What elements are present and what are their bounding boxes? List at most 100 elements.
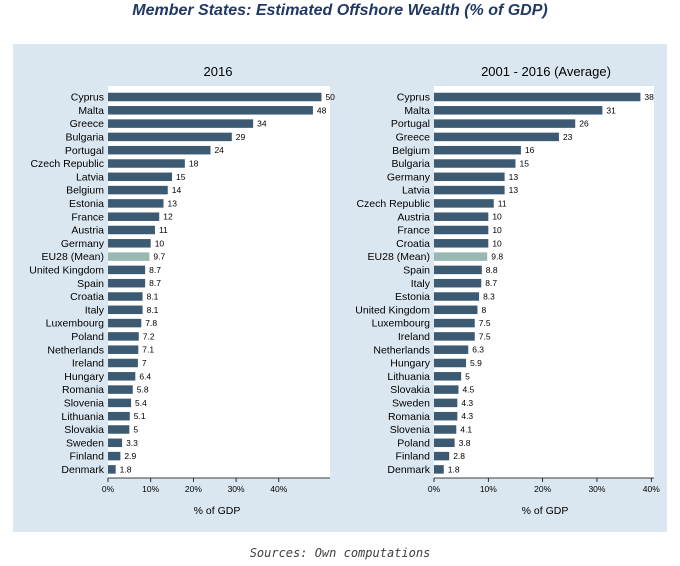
bar-sweden bbox=[108, 438, 123, 448]
category-label-netherlands: Netherlands bbox=[47, 344, 104, 356]
chart-2016: 2016 Cyprus 50 Malta 48 Greece 34 Bulgaria 29 Por… bbox=[29, 64, 335, 517]
value-label-sweden: 4.3 bbox=[461, 398, 473, 408]
value-label-slovakia: 4.5 bbox=[462, 385, 474, 395]
category-label-hungary: Hungary bbox=[64, 371, 104, 383]
sources-note: Sources: Own computations bbox=[249, 546, 431, 560]
category-label-spain: Spain bbox=[77, 278, 104, 290]
category-label-hungary: Hungary bbox=[390, 358, 430, 370]
value-label-france: 10 bbox=[492, 225, 502, 235]
value-label-finland: 2.8 bbox=[453, 451, 465, 461]
category-label-france: France bbox=[71, 211, 104, 223]
bar-croatia bbox=[434, 239, 489, 248]
bar-italy bbox=[108, 305, 143, 315]
category-label-estonia: Estonia bbox=[69, 198, 104, 210]
value-label-czech-republic: 18 bbox=[189, 159, 199, 169]
value-label-cyprus: 38 bbox=[644, 92, 654, 102]
category-label-italy: Italy bbox=[85, 304, 105, 316]
value-label-hungary: 6.4 bbox=[139, 371, 151, 381]
value-label-italy: 8.7 bbox=[485, 278, 497, 288]
value-label-austria: 10 bbox=[492, 212, 502, 222]
bar-malta bbox=[108, 106, 313, 115]
page-title: Member States: Estimated Offshore Wealth… bbox=[132, 2, 548, 19]
value-label-cyprus: 50 bbox=[325, 92, 335, 102]
value-label-slovenia: 4.1 bbox=[460, 425, 472, 435]
category-label-portugal: Portugal bbox=[65, 145, 104, 157]
bar-romania bbox=[434, 411, 458, 421]
bar-hungary bbox=[108, 372, 136, 381]
category-label-netherlands: Netherlands bbox=[373, 344, 430, 356]
bar-finland bbox=[434, 451, 450, 461]
bar-austria bbox=[434, 212, 489, 221]
x-axis-label: % of GDP bbox=[522, 505, 569, 517]
category-label-cyprus: Cyprus bbox=[397, 92, 430, 104]
value-label-poland: 7.2 bbox=[143, 331, 155, 341]
value-label-romania: 5.8 bbox=[137, 385, 149, 395]
bar-ireland bbox=[434, 332, 475, 341]
category-label-romania: Romania bbox=[388, 411, 430, 423]
category-label-sweden: Sweden bbox=[66, 437, 104, 449]
value-label-eu28-mean: 9.8 bbox=[491, 252, 503, 262]
bar-lithuania bbox=[434, 372, 462, 381]
category-label-belgium: Belgium bbox=[392, 145, 430, 157]
value-label-greece: 23 bbox=[563, 132, 573, 142]
bar-estonia bbox=[434, 292, 480, 301]
category-label-czech-republic: Czech Republic bbox=[30, 158, 104, 170]
bar-germany bbox=[434, 172, 505, 182]
value-label-portugal: 24 bbox=[214, 145, 224, 155]
category-label-latvia: Latvia bbox=[76, 171, 104, 183]
category-label-greece: Greece bbox=[70, 118, 105, 130]
value-label-france: 12 bbox=[163, 212, 173, 222]
category-label-malta: Malta bbox=[78, 105, 104, 117]
bar-belgium bbox=[108, 185, 168, 195]
category-label-lithuania: Lithuania bbox=[387, 371, 430, 383]
category-label-finland: Finland bbox=[396, 451, 431, 463]
x-tick-label: 0% bbox=[428, 484, 441, 494]
category-label-eu28-mean: EU28 (Mean) bbox=[368, 251, 430, 263]
value-label-bulgaria: 29 bbox=[236, 132, 246, 142]
value-label-denmark: 1.8 bbox=[120, 464, 132, 474]
value-label-spain: 8.8 bbox=[486, 265, 498, 275]
value-label-portugal: 26 bbox=[579, 119, 589, 129]
bar-denmark bbox=[434, 465, 444, 474]
category-label-eu28-mean: EU28 (Mean) bbox=[42, 251, 104, 263]
bar-greece bbox=[108, 119, 254, 128]
category-label-luxembourg: Luxembourg bbox=[372, 318, 431, 330]
category-label-greece: Greece bbox=[396, 132, 431, 144]
value-label-united-kingdom: 8 bbox=[481, 305, 486, 315]
bar-ireland bbox=[108, 358, 138, 368]
bar-luxembourg bbox=[434, 318, 475, 328]
value-label-lithuania: 5 bbox=[465, 371, 470, 381]
value-label-germany: 10 bbox=[155, 238, 165, 248]
bar-portugal bbox=[434, 119, 576, 128]
bar-bulgaria bbox=[434, 159, 516, 168]
bar-romania bbox=[108, 385, 133, 394]
bar-slovakia bbox=[108, 425, 130, 434]
category-label-croatia: Croatia bbox=[70, 291, 104, 303]
category-label-ireland: Ireland bbox=[398, 331, 430, 343]
x-tick-label: 30% bbox=[588, 484, 605, 494]
category-label-united-kingdom: United Kingdom bbox=[355, 304, 430, 316]
bar-poland bbox=[434, 438, 455, 448]
value-label-italy: 8.1 bbox=[147, 305, 159, 315]
category-label-lithuania: Lithuania bbox=[61, 411, 104, 423]
bar-sweden bbox=[434, 398, 458, 408]
value-label-belgium: 16 bbox=[525, 145, 535, 155]
bar-united-kingdom bbox=[108, 265, 146, 275]
value-label-estonia: 13 bbox=[168, 198, 178, 208]
bar-bulgaria bbox=[108, 132, 232, 142]
category-label-slovenia: Slovenia bbox=[390, 424, 430, 436]
bar-eu28-mean bbox=[108, 252, 150, 261]
value-label-sweden: 3.3 bbox=[126, 438, 138, 448]
value-label-greece: 34 bbox=[257, 119, 267, 129]
category-label-ireland: Ireland bbox=[72, 358, 104, 370]
bar-germany bbox=[108, 239, 151, 248]
bar-poland bbox=[108, 332, 139, 341]
value-label-eu28-mean: 9.7 bbox=[153, 252, 165, 262]
value-label-lithuania: 5.1 bbox=[134, 411, 146, 421]
x-tick-label: 40% bbox=[270, 484, 287, 494]
value-label-croatia: 8.1 bbox=[147, 292, 159, 302]
category-label-france: France bbox=[397, 225, 430, 237]
bar-latvia bbox=[434, 185, 505, 195]
x-tick-label: 20% bbox=[185, 484, 202, 494]
category-label-czech-republic: Czech Republic bbox=[356, 198, 430, 210]
